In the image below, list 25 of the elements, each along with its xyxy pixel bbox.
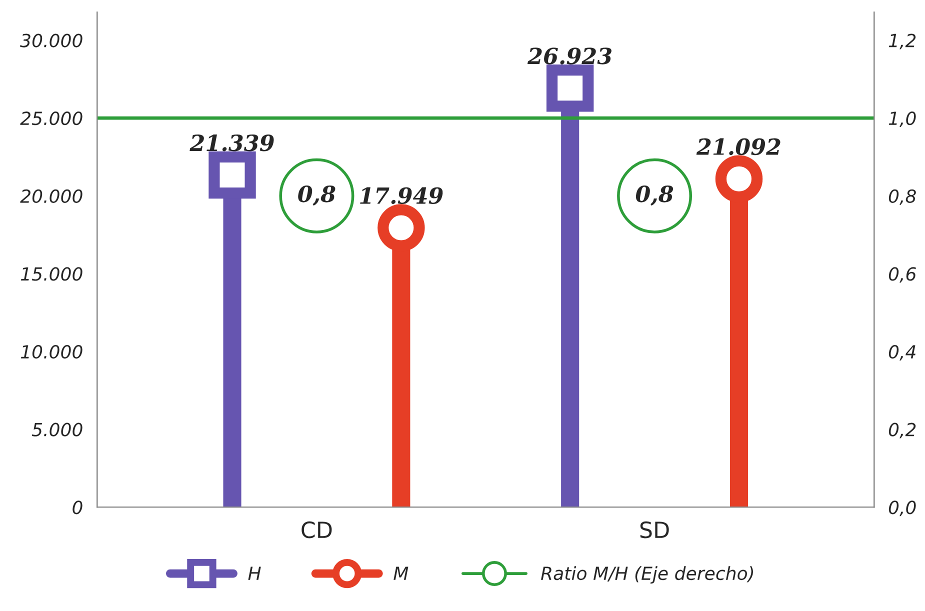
data-label: 17.949 (360, 187, 443, 204)
y2-tick-label: 0,2 (888, 422, 916, 438)
y2-tick-label: 1,2 (888, 34, 916, 50)
data-label: 21.092 (696, 138, 780, 156)
y2-tick-label: 0,6 (888, 267, 916, 283)
legend-label: M (394, 566, 408, 580)
data-label: 26.923 (527, 48, 612, 64)
data-label: 0,8 (636, 186, 674, 206)
y-tick-label: 25.000 (20, 112, 82, 126)
x-tick-label: CD (302, 521, 332, 538)
y-tick-label: 0 (72, 500, 82, 514)
x-tick-label: SD (640, 521, 669, 538)
y2-tick-label: 0,8 (888, 189, 916, 205)
legend-label: Ratio M/H (Eje derecho) (541, 566, 754, 584)
data-label: 21.339 (190, 134, 274, 152)
y-tick-label: 15.000 (20, 267, 82, 281)
y-tick-label: 5.000 (32, 422, 82, 436)
y-tick-label: 30.000 (20, 34, 82, 48)
y2-tick-label: 0,4 (888, 344, 916, 360)
y2-tick-label: 0,0 (888, 500, 916, 516)
data-label: 0,8 (298, 186, 336, 206)
y2-tick-label: 1,0 (888, 112, 916, 128)
legend-label: H (248, 566, 261, 580)
y-tick-label: 20.000 (20, 189, 82, 203)
y-tick-label: 10.000 (20, 344, 82, 359)
